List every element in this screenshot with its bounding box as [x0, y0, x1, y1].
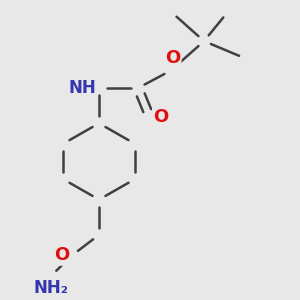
- Text: O: O: [154, 108, 169, 126]
- Text: NH: NH: [68, 79, 96, 97]
- Text: NH₂: NH₂: [34, 279, 68, 297]
- Text: O: O: [54, 246, 70, 264]
- Text: O: O: [165, 49, 180, 67]
